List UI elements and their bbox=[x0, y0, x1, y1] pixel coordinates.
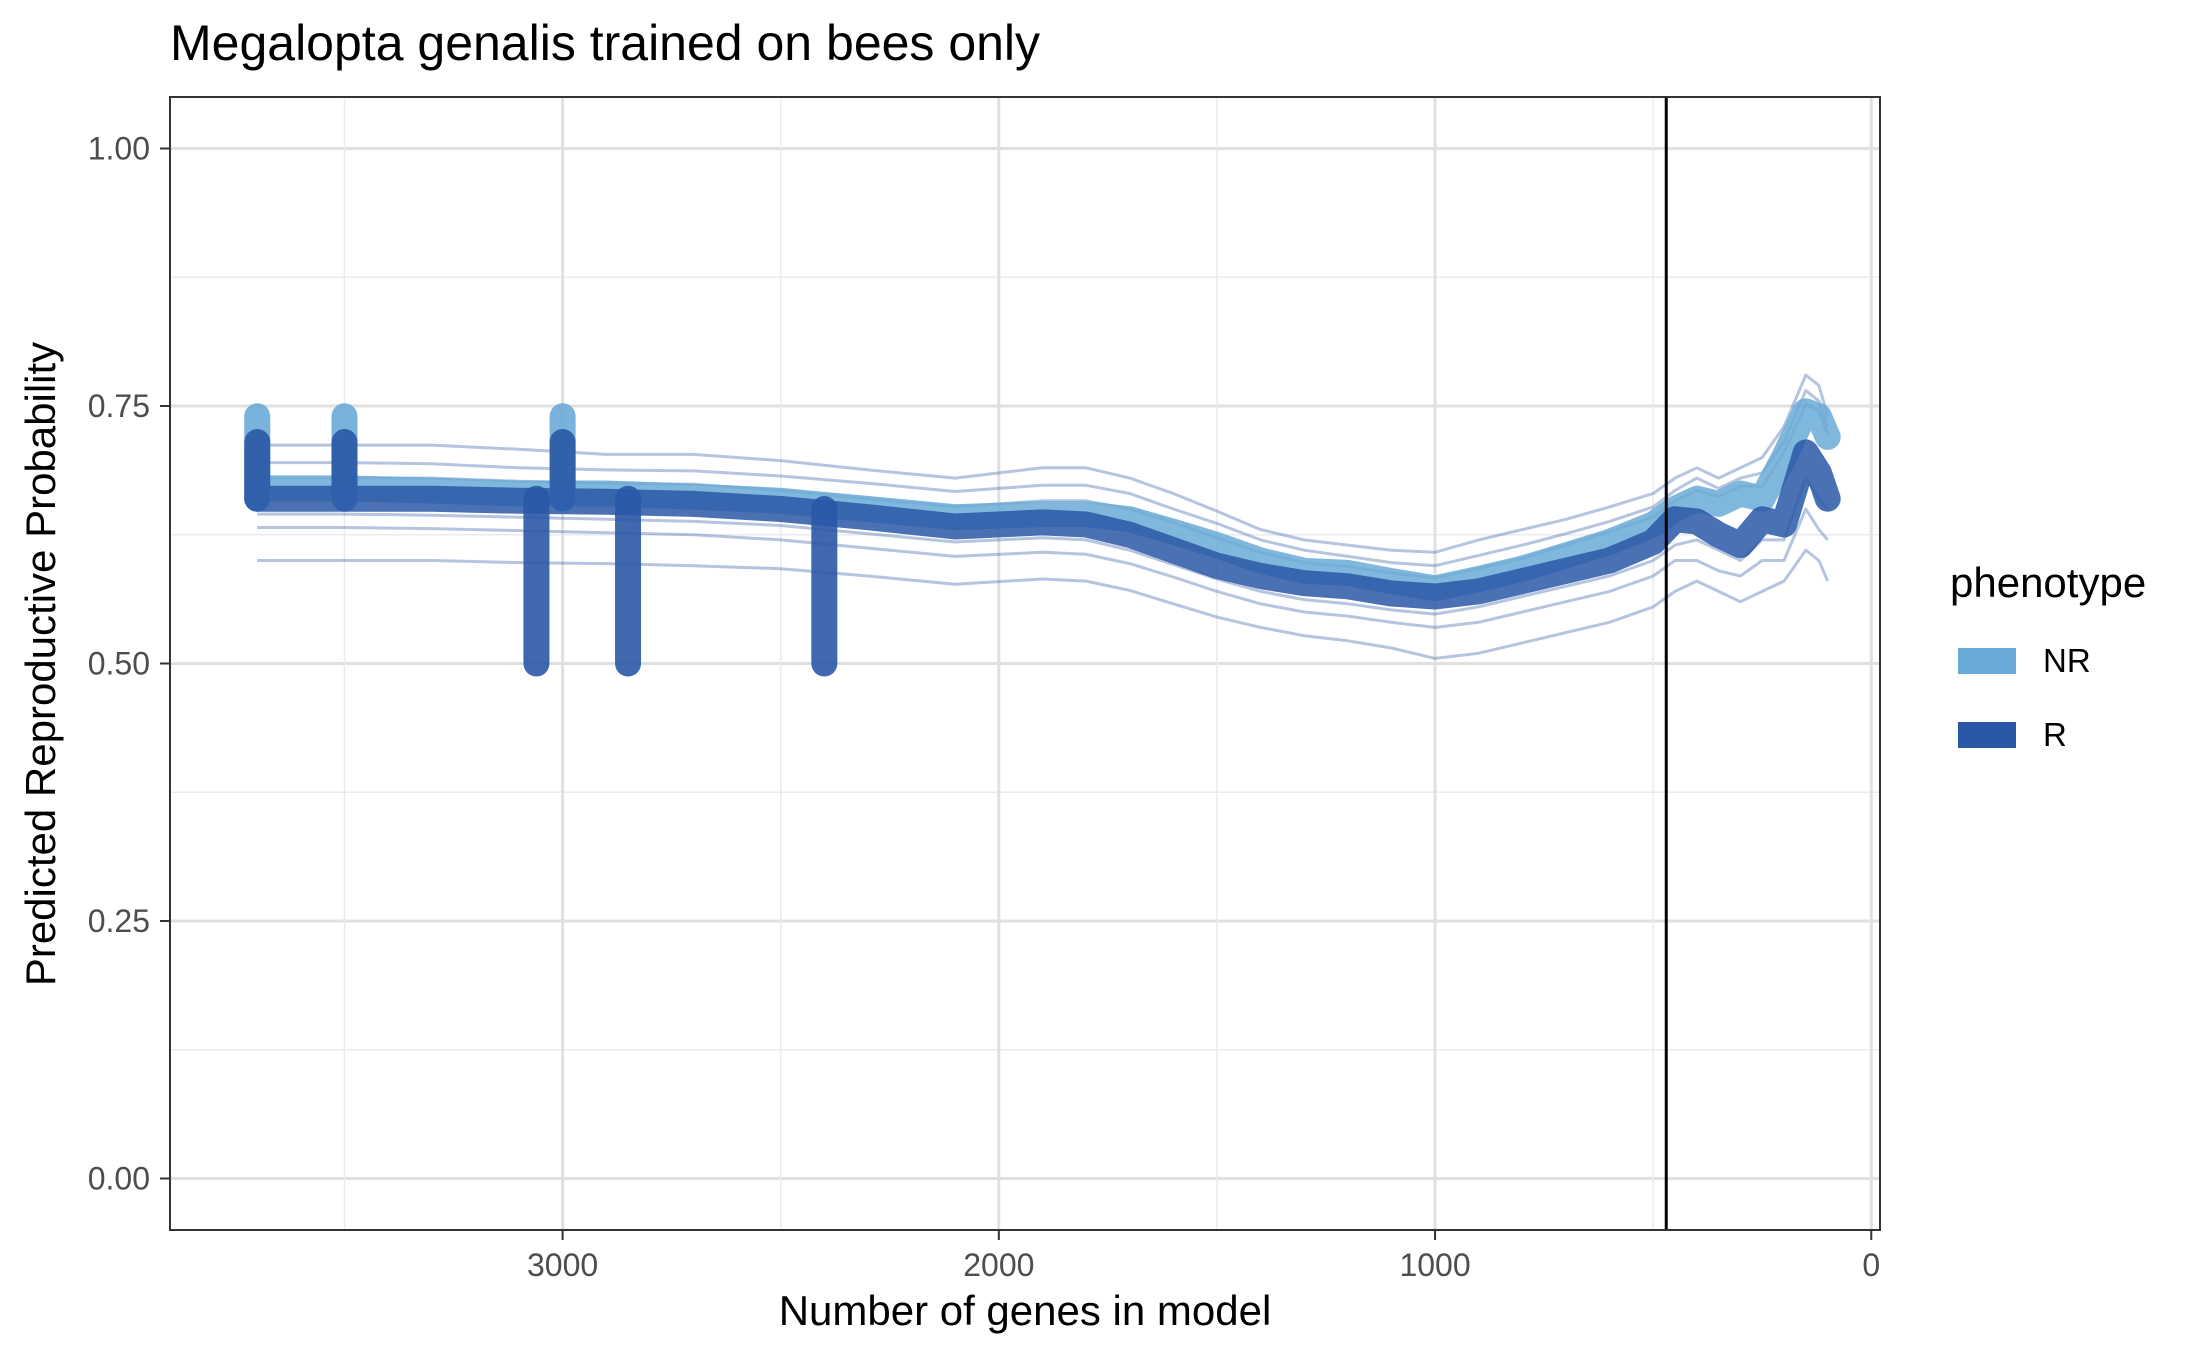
y-tick-label: 0.25 bbox=[88, 903, 150, 939]
x-tick-label: 1000 bbox=[1399, 1247, 1470, 1283]
replicate-line bbox=[257, 389, 1830, 568]
y-tick-label: 0.00 bbox=[88, 1161, 150, 1197]
replicate-line bbox=[257, 476, 1829, 616]
x-tick-label: 3000 bbox=[527, 1247, 598, 1283]
chart-title: Megalopta genalis trained on bees only bbox=[170, 15, 1040, 71]
series-line-r bbox=[244, 439, 1841, 610]
x-tick-label: 0 bbox=[1862, 1247, 1880, 1283]
legend-title: phenotype bbox=[1950, 559, 2146, 606]
x-axis-ticks: 3000 2000 1000 0 bbox=[527, 1230, 1880, 1283]
x-axis-title: Number of genes in model bbox=[779, 1287, 1272, 1334]
series-lines bbox=[244, 398, 1841, 610]
legend-key-r bbox=[1958, 722, 2016, 748]
y-tick-label: 1.00 bbox=[88, 131, 150, 167]
legend-label-nr: NR bbox=[2043, 642, 2091, 679]
y-axis-ticks: 0.00 0.25 0.50 0.75 1.00 bbox=[88, 131, 170, 1197]
legend-label-r: R bbox=[2043, 716, 2067, 753]
grid bbox=[170, 97, 1880, 1230]
spikes bbox=[244, 403, 838, 677]
x-tick-label: 2000 bbox=[963, 1247, 1034, 1283]
replicate-line bbox=[257, 373, 1830, 554]
y-axis-title: Predicted Reproductive Probability bbox=[17, 342, 64, 986]
replicate-line bbox=[257, 548, 1830, 660]
replicate-lines bbox=[257, 373, 1830, 660]
y-tick-label: 0.75 bbox=[88, 388, 150, 424]
y-tick-label: 0.50 bbox=[88, 646, 150, 682]
legend: phenotype NR R bbox=[1950, 559, 2146, 753]
replicate-line bbox=[257, 507, 1829, 629]
legend-key-nr bbox=[1958, 648, 2016, 674]
